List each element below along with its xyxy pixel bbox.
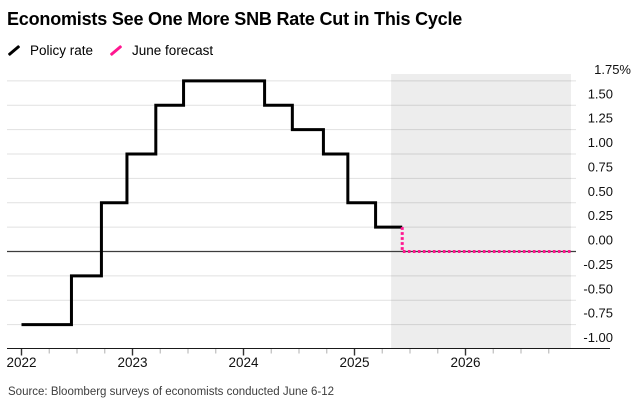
x-tick-label: 2022 xyxy=(6,355,36,370)
y-tick-label: -0.75 xyxy=(583,306,613,321)
chart-legend: Policy rate June forecast xyxy=(7,44,213,57)
y-tick-label: -0.50 xyxy=(583,281,613,296)
y-tick-label: -0.25 xyxy=(583,257,613,272)
y-tick-label: 1.25 xyxy=(588,111,613,126)
x-tick-label: 2023 xyxy=(117,355,147,370)
y-tick-label: 0.25 xyxy=(588,208,613,223)
y-tick-label: -1.00 xyxy=(583,330,613,345)
x-tick-label: 2025 xyxy=(339,355,369,370)
chart-title: Economists See One More SNB Rate Cut in … xyxy=(7,9,463,29)
june-forecast-line xyxy=(400,227,571,253)
source-note: Source: Bloomberg surveys of economists … xyxy=(8,386,335,398)
legend-item-june-forecast: June forecast xyxy=(109,44,213,57)
legend-item-policy-rate: Policy rate xyxy=(7,44,93,57)
policy-rate-line xyxy=(21,79,403,327)
y-tick-label: 0.75 xyxy=(588,159,613,174)
y-tick-label: 1.75% xyxy=(594,62,631,77)
x-tick-label: 2024 xyxy=(228,355,259,370)
y-tick-label: 0.50 xyxy=(588,184,613,199)
legend-label-june-forecast: June forecast xyxy=(132,43,214,58)
y-tick-label: 1.50 xyxy=(588,86,613,101)
forecast-band xyxy=(391,74,571,349)
legend-label-policy-rate: Policy rate xyxy=(30,43,94,58)
x-tick-label: 2026 xyxy=(450,355,480,370)
y-tick-label: 0.00 xyxy=(588,233,613,248)
y-tick-label: 1.00 xyxy=(588,135,613,150)
